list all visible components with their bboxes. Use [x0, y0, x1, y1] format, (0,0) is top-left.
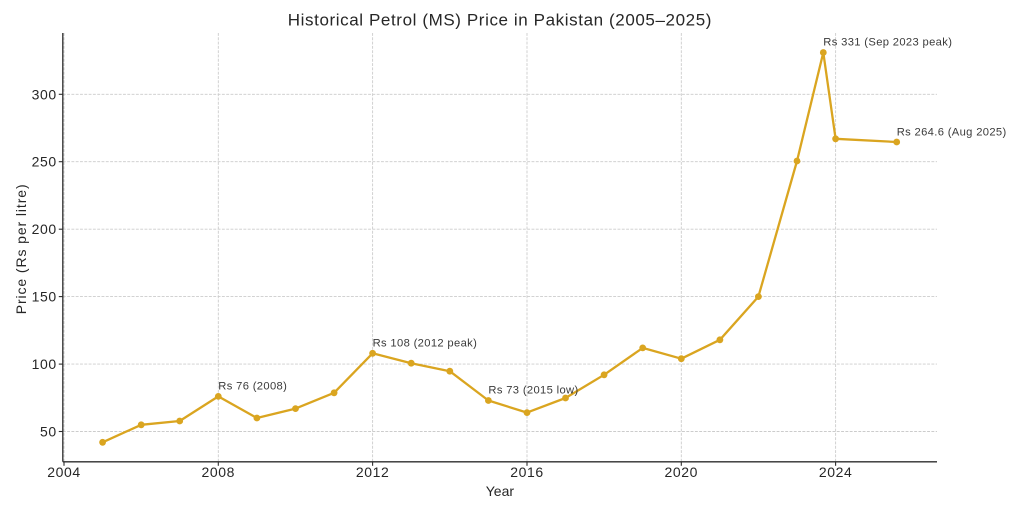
- svg-text:2012: 2012: [356, 464, 390, 480]
- svg-text:Rs 108 (2012 peak): Rs 108 (2012 peak): [373, 338, 478, 350]
- svg-text:2008: 2008: [202, 464, 236, 480]
- svg-text:200: 200: [32, 221, 57, 237]
- svg-text:2004: 2004: [47, 464, 81, 480]
- svg-text:2020: 2020: [665, 464, 699, 480]
- svg-text:150: 150: [32, 289, 57, 305]
- svg-text:2016: 2016: [510, 464, 544, 480]
- svg-text:100: 100: [32, 356, 57, 372]
- svg-text:Price (Rs per litre): Price (Rs per litre): [13, 184, 29, 315]
- svg-text:Rs 264.6 (Aug 2025): Rs 264.6 (Aug 2025): [897, 126, 1007, 138]
- svg-text:2024: 2024: [819, 464, 853, 480]
- svg-text:Rs 331 (Sep 2023 peak): Rs 331 (Sep 2023 peak): [823, 37, 952, 49]
- svg-text:300: 300: [32, 86, 57, 102]
- svg-text:Rs 73 (2015 low): Rs 73 (2015 low): [488, 385, 578, 397]
- svg-text:Year: Year: [486, 483, 515, 499]
- svg-text:Rs 76 (2008): Rs 76 (2008): [218, 381, 287, 393]
- svg-text:Historical Petrol (MS) Price i: Historical Petrol (MS) Price in Pakistan…: [288, 11, 712, 30]
- svg-text:50: 50: [40, 424, 57, 440]
- svg-text:250: 250: [32, 154, 57, 170]
